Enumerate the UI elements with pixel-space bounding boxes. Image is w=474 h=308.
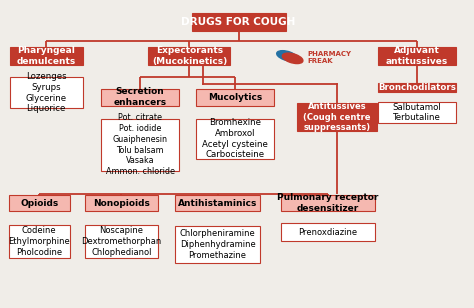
FancyBboxPatch shape xyxy=(85,225,158,258)
Text: DRUGS FOR COUGH: DRUGS FOR COUGH xyxy=(182,17,296,27)
FancyBboxPatch shape xyxy=(378,47,456,65)
FancyBboxPatch shape xyxy=(101,89,179,106)
FancyBboxPatch shape xyxy=(196,89,273,106)
FancyBboxPatch shape xyxy=(378,102,456,123)
Text: Lozenges
Syrups
Glycerine
Liquorice: Lozenges Syrups Glycerine Liquorice xyxy=(26,72,67,113)
Text: Salbutamol
Terbutaline: Salbutamol Terbutaline xyxy=(392,103,441,123)
Text: Bromhexine
Ambroxol
Acetyl cysteine
Carbocisteine: Bromhexine Ambroxol Acetyl cysteine Carb… xyxy=(202,118,268,159)
Text: Bronchodilators: Bronchodilators xyxy=(378,83,456,92)
FancyBboxPatch shape xyxy=(9,225,70,258)
Text: Nonopioids: Nonopioids xyxy=(93,199,150,208)
FancyBboxPatch shape xyxy=(148,47,230,65)
FancyBboxPatch shape xyxy=(10,77,82,108)
Text: Prenoxdiazine: Prenoxdiazine xyxy=(298,228,357,237)
FancyBboxPatch shape xyxy=(192,13,286,31)
Text: Antitussives
(Cough centre
suppressants): Antitussives (Cough centre suppressants) xyxy=(303,102,371,132)
Text: Adjuvant
antitussives: Adjuvant antitussives xyxy=(386,46,448,66)
FancyBboxPatch shape xyxy=(281,195,375,211)
FancyBboxPatch shape xyxy=(378,83,456,92)
Text: Secretion
enhancers: Secretion enhancers xyxy=(114,87,167,107)
Text: Mucolytics: Mucolytics xyxy=(208,93,262,102)
Ellipse shape xyxy=(283,53,303,63)
FancyBboxPatch shape xyxy=(9,195,70,211)
Text: Opioids: Opioids xyxy=(20,199,58,208)
FancyBboxPatch shape xyxy=(196,119,273,159)
FancyBboxPatch shape xyxy=(101,119,179,171)
FancyBboxPatch shape xyxy=(85,195,158,211)
FancyBboxPatch shape xyxy=(297,103,377,131)
Text: Noscapine
Dextromethorphan
Chlophedianol: Noscapine Dextromethorphan Chlophedianol xyxy=(81,226,162,257)
Text: Pulmonary receptor
desensitizer: Pulmonary receptor desensitizer xyxy=(277,193,379,213)
Text: PHARMACY
FREAK: PHARMACY FREAK xyxy=(308,51,352,64)
FancyBboxPatch shape xyxy=(175,195,260,211)
FancyBboxPatch shape xyxy=(281,223,375,241)
Text: Pot. citrate
Pot. iodide
Guaiphenesin
Tolu balsam
Vasaka
Ammon. chloride: Pot. citrate Pot. iodide Guaiphenesin To… xyxy=(106,113,174,176)
FancyBboxPatch shape xyxy=(175,226,260,263)
Text: Chlorpheniramine
Diphenhydramine
Promethazine: Chlorpheniramine Diphenhydramine Prometh… xyxy=(180,229,255,260)
Text: Expectorants
(Mucokinetics): Expectorants (Mucokinetics) xyxy=(152,46,227,66)
Text: Codeine
Ethylmorphine
Pholcodine: Codeine Ethylmorphine Pholcodine xyxy=(9,226,70,257)
Ellipse shape xyxy=(277,51,297,61)
FancyBboxPatch shape xyxy=(10,47,82,65)
Text: Antihistaminics: Antihistaminics xyxy=(178,199,257,208)
Text: Pharyngeal
demulcents: Pharyngeal demulcents xyxy=(17,46,76,66)
